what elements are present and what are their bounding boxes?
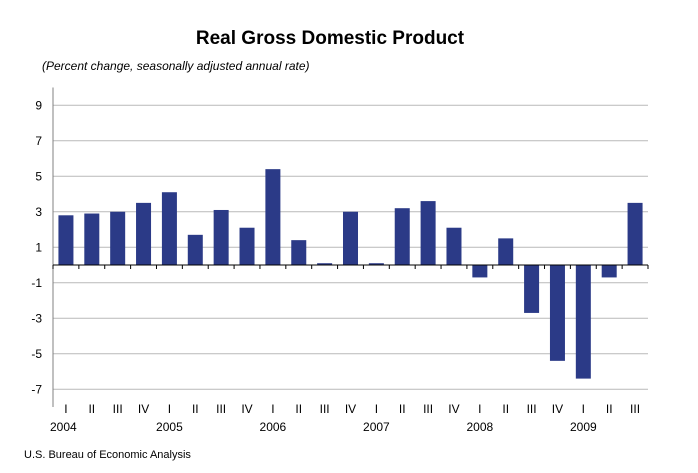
x-tick-label: IV (241, 402, 252, 416)
bar (575, 265, 591, 379)
bar (317, 263, 333, 265)
bar (239, 227, 255, 265)
x-tick-label: I (478, 402, 481, 416)
x-tick-label: II (192, 402, 199, 416)
bar (84, 213, 100, 265)
x-tick-label: II (502, 402, 509, 416)
year-label: 2007 (363, 420, 390, 434)
year-label: 2008 (466, 420, 493, 434)
bar (187, 234, 203, 265)
x-tick-label: III (216, 402, 226, 416)
x-tick-label: III (320, 402, 330, 416)
y-tick-label: 7 (35, 134, 42, 148)
y-tick-label: 9 (35, 98, 42, 112)
bar (110, 211, 126, 265)
bar (161, 192, 177, 265)
x-tick-label: IV (552, 402, 563, 416)
x-tick-label: I (271, 402, 274, 416)
x-tick-label: I (582, 402, 585, 416)
y-tick-label: -1 (31, 276, 42, 290)
x-tick-label: IV (448, 402, 459, 416)
chart-subtitle: (Percent change, seasonally adjusted ann… (42, 59, 310, 73)
bar (213, 209, 229, 265)
bar (472, 265, 488, 278)
x-tick-label: III (113, 402, 123, 416)
x-tick-label: IV (138, 402, 149, 416)
x-tick-label: III (423, 402, 433, 416)
year-label: 2004 (50, 420, 77, 434)
bar (420, 201, 436, 265)
y-tick-label: 1 (35, 240, 42, 254)
y-tick-label: -5 (31, 347, 42, 361)
year-label: 2005 (156, 420, 183, 434)
y-tick-label: -3 (31, 311, 42, 325)
bar (498, 238, 514, 265)
x-tick-label: IV (345, 402, 356, 416)
x-tick-label: II (295, 402, 302, 416)
x-tick-label: II (88, 402, 95, 416)
source-note: U.S. Bureau of Economic Analysis (24, 449, 191, 461)
chart-title: Real Gross Domestic Product (195, 28, 465, 49)
x-tick-label: II (399, 402, 406, 416)
y-tick-label: -7 (31, 382, 42, 396)
bar (291, 240, 307, 265)
x-tick-label: I (64, 402, 67, 416)
bar (394, 208, 410, 265)
bar (136, 202, 152, 265)
bar (368, 263, 384, 265)
x-tick-label: III (630, 402, 640, 416)
bar (446, 227, 462, 265)
bar (601, 265, 617, 278)
year-label: 2009 (570, 420, 597, 434)
year-label: 2006 (260, 420, 287, 434)
bar (342, 211, 359, 265)
x-tick-label: II (606, 402, 613, 416)
y-tick-label: 5 (35, 169, 42, 183)
bar (58, 215, 74, 265)
y-tick-label: 3 (35, 205, 42, 219)
bar (265, 169, 281, 265)
x-tick-label: I (168, 402, 171, 416)
bar (549, 265, 565, 361)
bar (627, 202, 643, 265)
x-tick-label: III (527, 402, 537, 416)
bar (524, 265, 540, 313)
x-tick-label: I (375, 402, 378, 416)
